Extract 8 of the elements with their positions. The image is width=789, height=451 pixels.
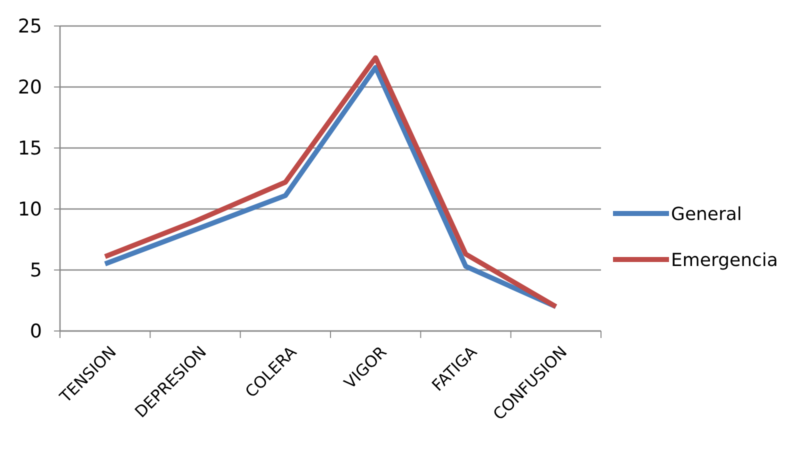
legend-label: General xyxy=(671,204,742,225)
y-tick-label: 15 xyxy=(18,138,42,160)
legend-label: Emergencia xyxy=(671,250,778,271)
y-tick-label: 25 xyxy=(18,16,42,38)
y-tick-label: 10 xyxy=(18,198,42,221)
y-tick-label: 5 xyxy=(30,260,42,282)
y-tick-label: 20 xyxy=(18,76,42,99)
y-tick-label: 0 xyxy=(30,320,42,343)
